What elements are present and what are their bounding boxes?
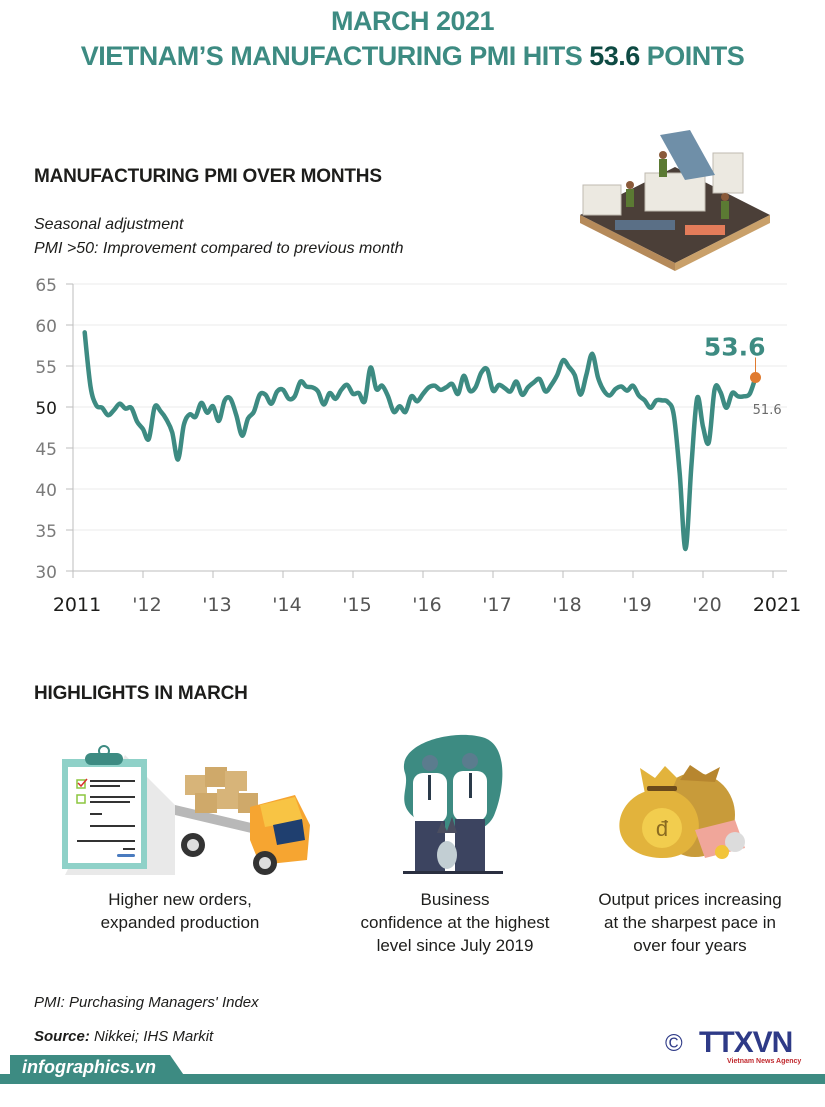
x-tick-label: '14	[272, 594, 301, 616]
x-tick-label: '19	[622, 594, 651, 616]
y-tick-label: 65	[35, 276, 57, 296]
latest-value-marker	[750, 371, 761, 383]
money-bags-icon: đ	[619, 765, 745, 859]
highlight-text-line: Output prices increasing	[598, 890, 782, 909]
highlight-text-line: confidence at the highest	[360, 913, 550, 932]
y-tick-label: 55	[35, 358, 57, 378]
highlight-text-line: level since July 2019	[376, 936, 534, 955]
y-tick-label: 45	[35, 440, 57, 460]
footer-site-tab[interactable]: infographics.vn	[10, 1055, 190, 1084]
previous-value-label: 51.6	[753, 403, 782, 418]
y-tick-label: 60	[35, 317, 57, 337]
x-tick-label: '13	[202, 594, 231, 616]
x-tick-label: '15	[342, 594, 371, 616]
pmi-definition-note: PMI: Purchasing Managers' Index	[34, 994, 259, 1011]
page-title-line2: VIETNAM’S MANUFACTURING PMI HITS 53.6 PO…	[0, 41, 825, 72]
highlight-text-line: at the sharpest pace in	[603, 913, 776, 932]
y-tick-label: 50	[35, 399, 57, 419]
source-value: Nikkei; IHS Markit	[89, 1028, 214, 1045]
highlight-item-business-confidence: Business confidence at the highest level…	[330, 888, 580, 957]
handshake-icon	[403, 734, 503, 874]
copyright-icon: ©	[665, 1030, 683, 1057]
source-note: Source: Nikkei; IHS Markit	[34, 1028, 213, 1045]
y-tick-label: 35	[35, 522, 57, 542]
source-label: Source:	[34, 1028, 90, 1045]
pmi-series-line	[82, 330, 758, 552]
x-tick-label: 2011	[53, 594, 101, 616]
factory-illustration-icon	[580, 130, 770, 271]
latest-value-label: 53.6	[704, 332, 766, 361]
svg-text:đ: đ	[656, 816, 669, 841]
highlights-heading: HIGHLIGHTS IN MARCH	[34, 683, 248, 704]
highlight-item-output-prices: Output prices increasing at the sharpest…	[570, 888, 810, 957]
x-tick-label: 2021	[753, 594, 801, 616]
x-tick-label: '18	[552, 594, 581, 616]
y-tick-label: 30	[35, 563, 57, 583]
x-tick-label: '17	[482, 594, 511, 616]
highlight-text-line: expanded production	[100, 913, 260, 932]
agency-name: Vietnam News Agency	[727, 1058, 802, 1065]
chart-subtitle-1: Seasonal adjustment	[34, 216, 184, 233]
title-prefix: VIETNAM’S MANUFACTURING PMI HITS	[80, 41, 590, 71]
y-tick-label: 40	[35, 481, 57, 501]
x-tick-label: '12	[132, 594, 161, 616]
highlight-text-line: Business	[420, 890, 490, 909]
x-tick-label: '16	[412, 594, 441, 616]
chart-subtitle-2: PMI >50: Improvement compared to previou…	[34, 240, 404, 257]
clipboard-truck-icon	[62, 745, 310, 875]
site-link[interactable]: infographics.vn	[22, 1057, 157, 1077]
highlight-text-line: over four years	[633, 936, 747, 955]
title-value: 53.6	[589, 41, 640, 71]
chart-heading: MANUFACTURING PMI OVER MONTHS	[34, 166, 382, 187]
page-title-line1: MARCH 2021	[330, 6, 495, 36]
x-tick-label: '20	[692, 594, 721, 616]
highlight-item-new-orders: Higher new orders, expanded production	[45, 888, 315, 934]
footer-bar	[0, 1074, 825, 1084]
title-suffix: POINTS	[639, 41, 745, 71]
pmi-line-chart: 30 35 40 45 50 55 60 65 2011 '12 '13 '14 '15 '16 '17 '…	[35, 276, 801, 616]
highlight-text-line: Higher new orders,	[108, 890, 252, 909]
agency-logo-text: TTXVN	[699, 1026, 793, 1059]
